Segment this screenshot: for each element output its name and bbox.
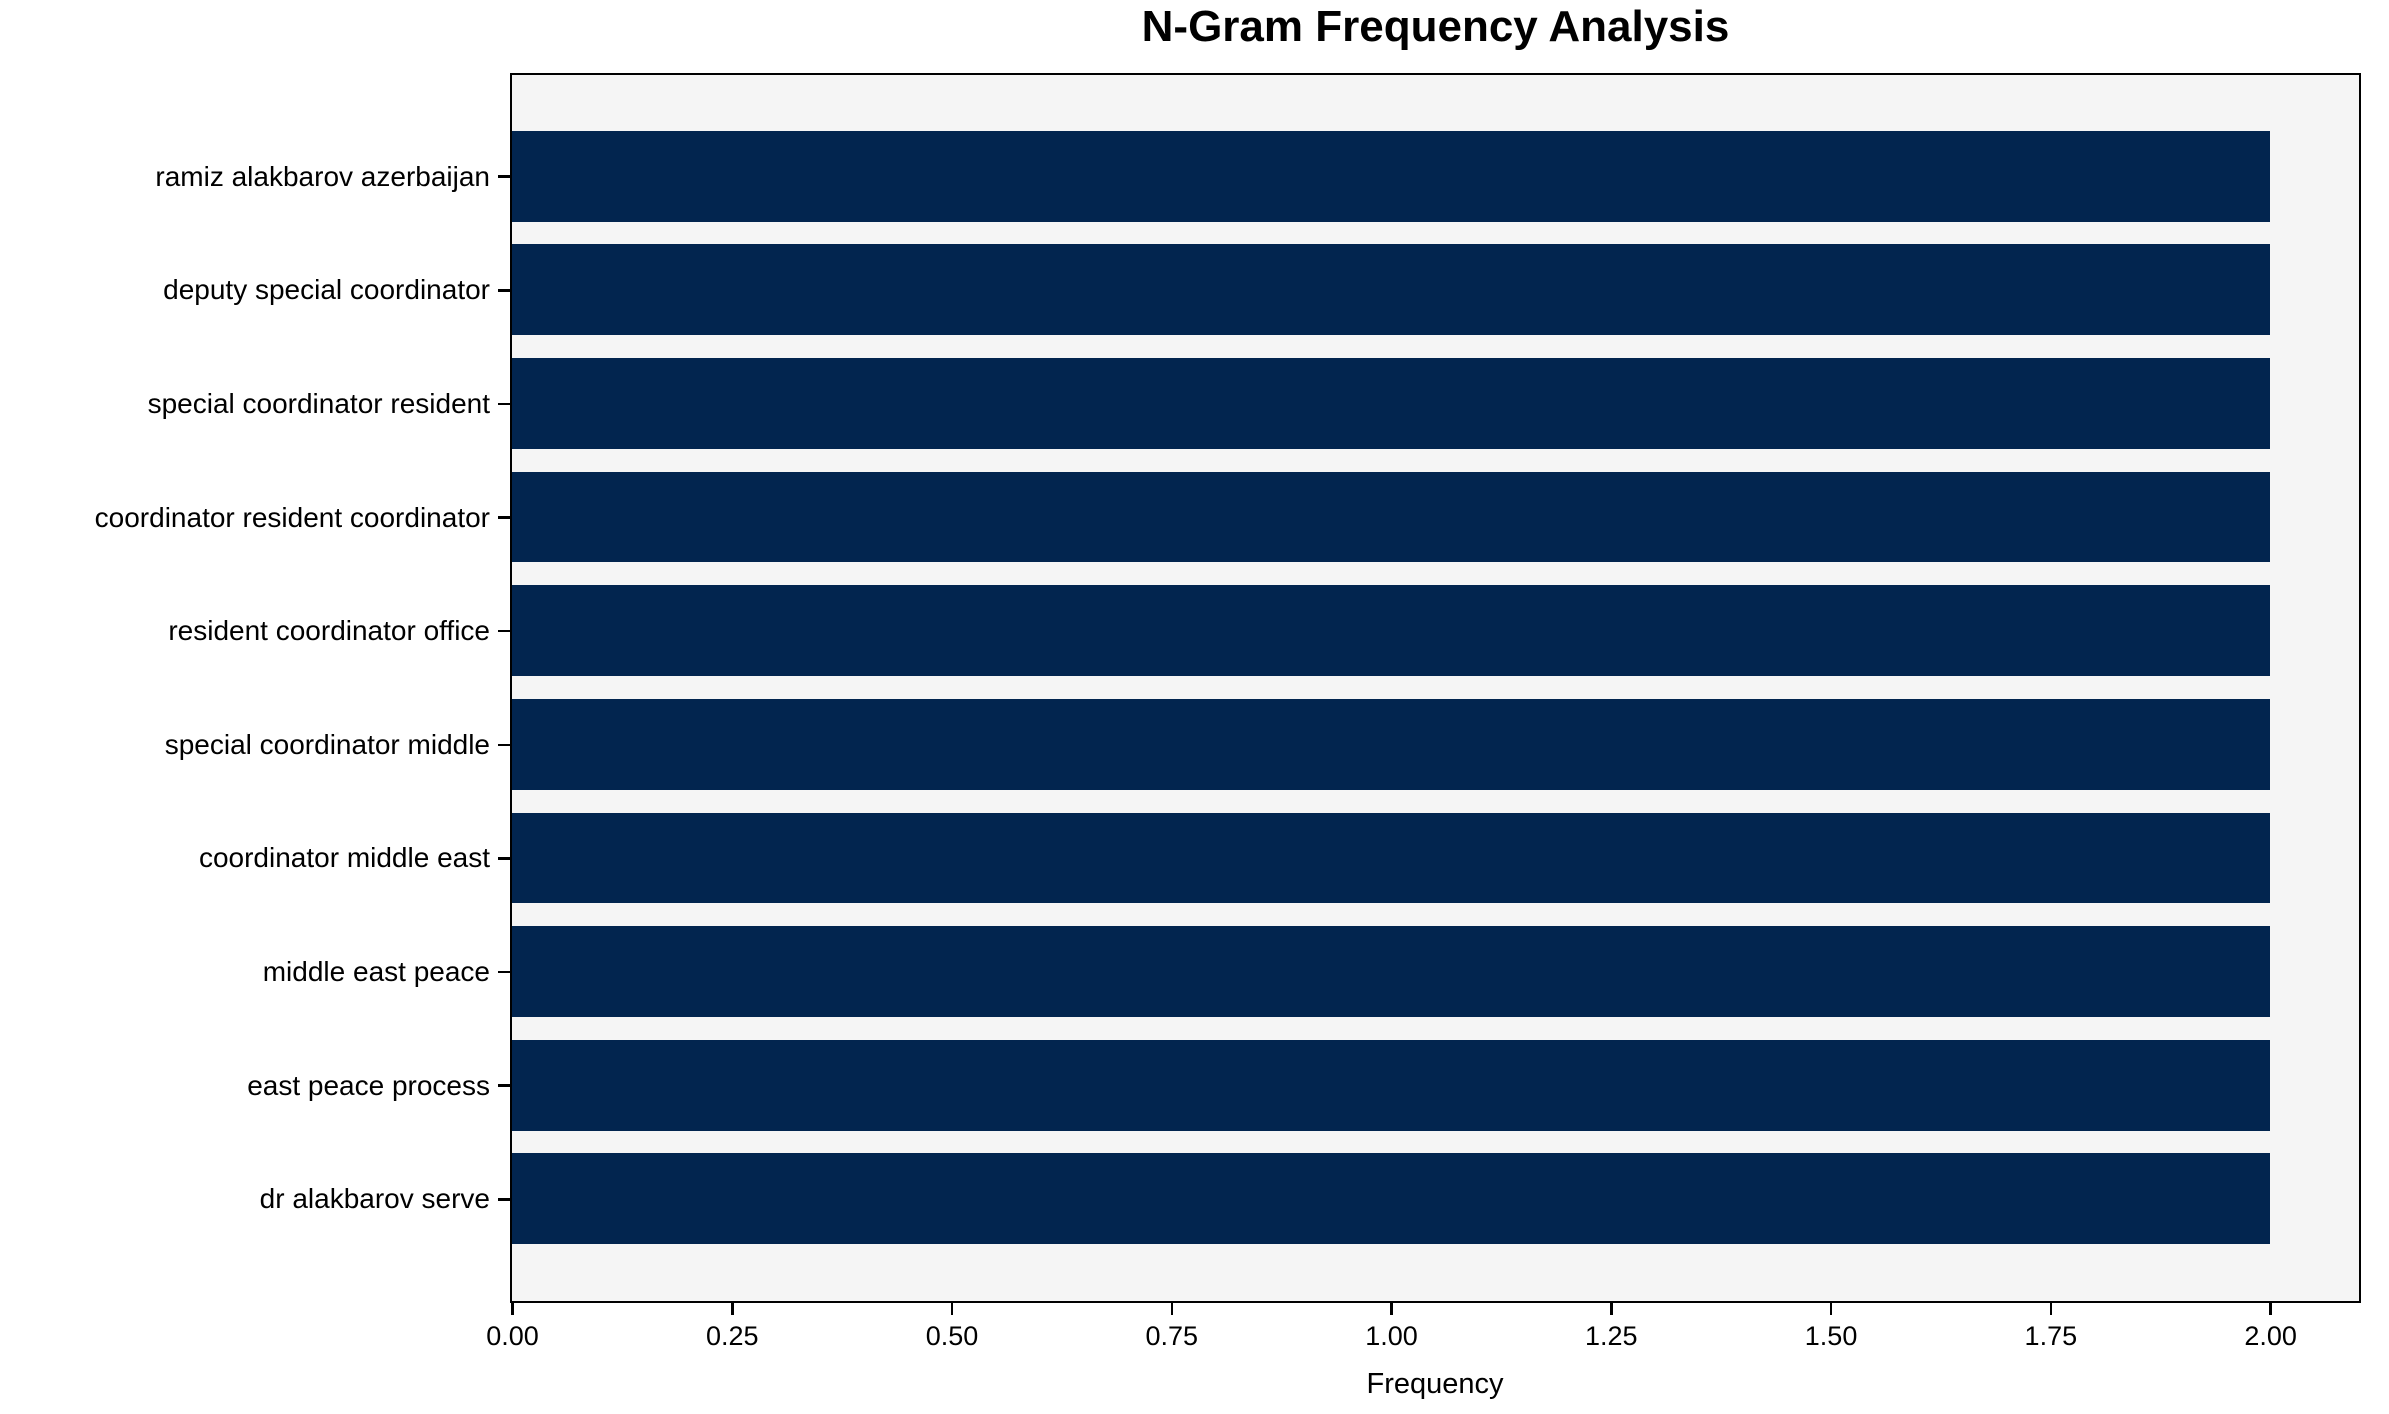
x-tick-mark (1170, 1303, 1174, 1315)
y-tick-mark (498, 970, 510, 974)
x-tick-label: 1.25 (1585, 1321, 1638, 1351)
y-tick-label: special coordinator middle (164, 728, 490, 760)
chart-title: N-Gram Frequency Analysis (1141, 2, 1730, 51)
x-tick-label: 2.00 (2244, 1321, 2297, 1351)
y-tick-mark (498, 743, 510, 747)
bar-coordinator-resident-coordinator (512, 471, 2271, 563)
bar-ramiz-alakbarov-azerbaijan (512, 130, 2271, 222)
x-tick-mark (511, 1303, 514, 1315)
y-tick-label: middle east peace (262, 956, 490, 988)
y-tick-mark (498, 516, 510, 519)
x-tick-mark (950, 1303, 954, 1315)
x-tick-mark (1829, 1303, 1833, 1315)
y-tick-mark (498, 402, 510, 406)
y-tick-mark (498, 1198, 510, 1201)
bar-middle-east-peace (512, 926, 2271, 1018)
y-tick-label: east peace process (247, 1069, 490, 1101)
bar-dr-alakbarov-serve (512, 1153, 2271, 1245)
x-tick-label: 1.50 (1804, 1321, 1858, 1351)
y-tick-label: deputy special coordinator (163, 274, 490, 306)
bar-special-coordinator-middle (512, 698, 2271, 790)
y-tick-label: ramiz alakbarov azerbaijan (155, 160, 490, 192)
x-axis-label: Frequency (1366, 1368, 1504, 1400)
x-tick-mark (2269, 1303, 2272, 1315)
x-tick-mark (1610, 1303, 1613, 1315)
x-tick-label: 0.75 (1145, 1321, 1199, 1351)
x-tick-mark (2049, 1303, 2053, 1315)
y-tick-label: dr alakbarov serve (259, 1183, 490, 1215)
x-tick-label: 1.75 (2024, 1321, 2078, 1351)
x-tick-label: 0.00 (486, 1321, 539, 1351)
x-tick-mark (731, 1303, 734, 1315)
bar-east-peace-process (512, 1039, 2271, 1131)
y-tick-mark (498, 1084, 510, 1087)
y-tick-mark (498, 175, 510, 178)
bar-coordinator-middle-east (512, 812, 2271, 904)
x-tick-mark (1390, 1303, 1393, 1315)
x-tick-label: 1.00 (1365, 1321, 1418, 1351)
y-tick-mark (498, 857, 510, 860)
y-tick-mark (498, 289, 510, 292)
x-tick-label: 0.25 (705, 1321, 759, 1351)
bar-deputy-special-coordinator (512, 244, 2271, 336)
y-tick-label: special coordinator resident (147, 387, 490, 419)
bar-special-coordinator-resident (512, 357, 2271, 449)
y-tick-label: coordinator middle east (198, 842, 490, 874)
plot-area (510, 73, 2361, 1303)
y-tick-label: resident coordinator office (168, 615, 490, 647)
y-tick-label: coordinator resident coordinator (94, 501, 490, 533)
x-tick-label: 0.50 (925, 1321, 979, 1351)
y-tick-mark (498, 629, 510, 633)
bar-resident-coordinator-office (512, 585, 2271, 677)
